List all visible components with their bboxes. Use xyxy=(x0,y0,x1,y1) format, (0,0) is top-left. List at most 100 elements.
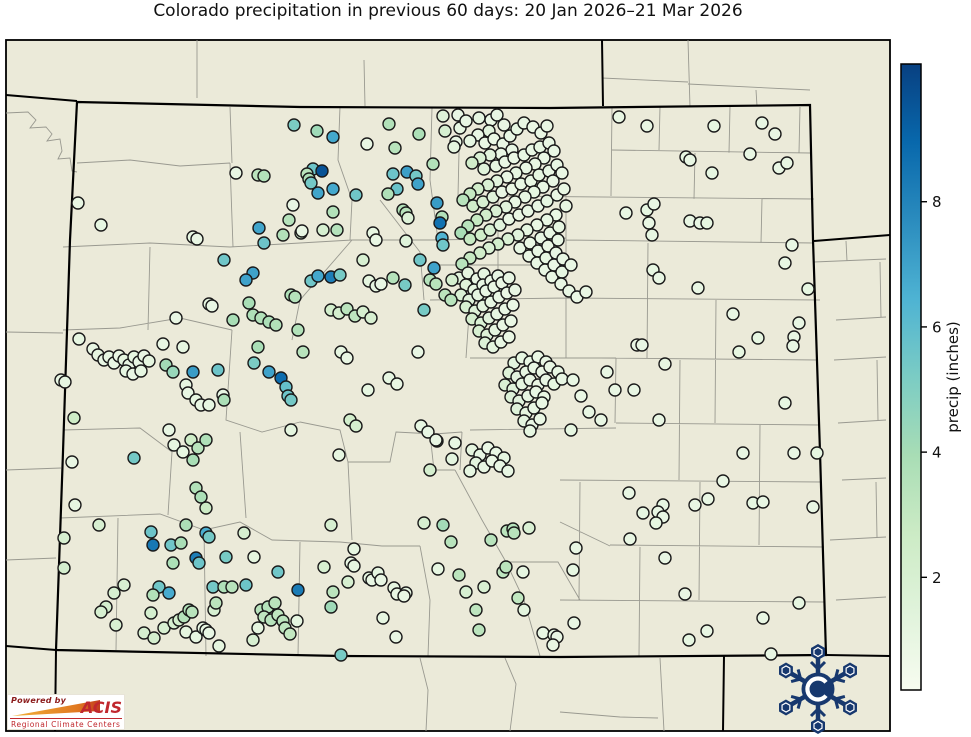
station-dot xyxy=(564,258,578,272)
station-dot xyxy=(156,337,170,351)
station-dot xyxy=(555,372,569,386)
station-dot xyxy=(463,464,477,478)
station-dot xyxy=(167,438,181,452)
station-dot xyxy=(127,451,141,465)
station-dot xyxy=(426,157,440,171)
station-dot xyxy=(364,311,378,325)
station-dot xyxy=(176,445,190,459)
station-dot xyxy=(566,563,580,577)
station-dot xyxy=(186,453,200,467)
station-dot xyxy=(146,588,160,602)
station-dot xyxy=(537,151,551,165)
station-dot xyxy=(107,586,121,600)
station-dot xyxy=(381,187,395,201)
station-dot xyxy=(166,556,180,570)
station-dot xyxy=(271,565,285,579)
station-dot xyxy=(447,140,461,154)
station-dot xyxy=(326,182,340,196)
station-dot xyxy=(324,600,338,614)
station-dot xyxy=(810,446,824,460)
station-dot xyxy=(755,116,769,130)
station-dot xyxy=(564,423,578,437)
station-dot xyxy=(506,298,520,312)
station-dot xyxy=(559,199,573,213)
station-dot xyxy=(640,119,654,133)
station-dot xyxy=(546,174,560,188)
station-dot xyxy=(326,205,340,219)
station-dot xyxy=(756,495,770,509)
station-dot xyxy=(502,330,516,344)
station-dot xyxy=(401,211,415,225)
neighbor-state-borders xyxy=(5,39,891,732)
station-dot xyxy=(190,232,204,246)
station-dot xyxy=(477,580,491,594)
station-dot xyxy=(334,648,348,662)
colorbar-tick-label: 6 xyxy=(932,318,942,336)
station-dot xyxy=(547,144,561,158)
station-dot xyxy=(332,448,346,462)
station-dot xyxy=(469,603,483,617)
station-dot xyxy=(499,560,513,574)
station-dot xyxy=(433,216,447,230)
station-dot xyxy=(768,127,782,141)
station-dot xyxy=(497,118,511,132)
station-dot xyxy=(546,638,560,652)
station-dot xyxy=(67,411,81,425)
station-dot xyxy=(291,323,305,337)
station-dot xyxy=(284,393,298,407)
station-dot xyxy=(390,377,404,391)
station-dot xyxy=(732,345,746,359)
station-dot xyxy=(652,271,666,285)
station-dot xyxy=(430,196,444,210)
station-dot xyxy=(806,500,820,514)
station-dot xyxy=(470,213,484,227)
station-dot xyxy=(316,223,330,237)
colorado-state-outline xyxy=(54,100,828,659)
station-dot xyxy=(678,587,692,601)
station-dot xyxy=(217,253,231,267)
station-dot xyxy=(417,303,431,317)
station-dot xyxy=(778,256,792,270)
station-dot xyxy=(751,331,765,345)
station-dot xyxy=(282,213,296,227)
station-dot xyxy=(682,633,696,647)
station-dot xyxy=(310,124,324,138)
station-dot xyxy=(57,561,71,575)
station-dot xyxy=(683,153,697,167)
station-dot xyxy=(600,365,614,379)
snowflake-c-glyph xyxy=(805,676,828,702)
acis-powered-by-text: Powered by xyxy=(11,696,66,705)
station-dot xyxy=(421,425,435,439)
station-dot xyxy=(239,273,253,287)
station-dot xyxy=(369,233,383,247)
station-dot xyxy=(707,119,721,133)
station-dot xyxy=(459,585,473,599)
station-dot xyxy=(423,463,437,477)
station-dot xyxy=(801,282,815,296)
station-dot xyxy=(283,627,297,641)
station-dot xyxy=(296,345,310,359)
station-dot xyxy=(209,596,223,610)
station-dot xyxy=(194,490,208,504)
acis-logo: Powered by ACIS Regional Climate Centers xyxy=(7,694,125,730)
station-dot xyxy=(186,365,200,379)
station-dot xyxy=(237,526,251,540)
station-dot xyxy=(507,526,521,540)
station-dot xyxy=(612,110,626,124)
station-dot xyxy=(623,532,637,546)
station-dot xyxy=(472,623,486,637)
station-dot xyxy=(778,396,792,410)
acis-name-text: ACIS xyxy=(80,698,122,717)
station-dot xyxy=(412,127,426,141)
station-dot xyxy=(219,550,233,564)
station-dot xyxy=(786,339,800,353)
station-dot xyxy=(517,603,531,617)
colorbar-tick-label: 4 xyxy=(932,444,942,462)
station-dot xyxy=(627,383,641,397)
station-dot xyxy=(504,314,518,328)
station-dot xyxy=(229,166,243,180)
station-dot xyxy=(284,423,298,437)
station-dot xyxy=(109,618,123,632)
station-dot xyxy=(552,220,566,234)
